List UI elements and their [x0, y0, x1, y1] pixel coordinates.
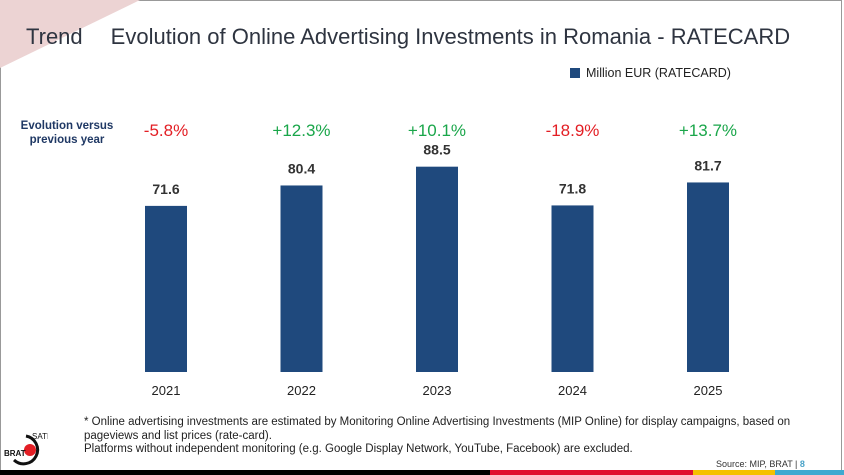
source: Source: MIP, BRAT | 8 [716, 459, 805, 469]
page-number: 8 [799, 459, 805, 469]
x-tick-label: 2024 [558, 383, 587, 398]
x-tick-label: 2021 [152, 383, 181, 398]
legend-swatch [570, 68, 580, 78]
data-label: 71.6 [152, 181, 179, 197]
bar-2023 [416, 166, 458, 372]
source-text: Source: MIP, BRAT [716, 459, 793, 469]
footer-stripe-yellow [693, 470, 775, 475]
sati-brat-logo: SATI BRAT [4, 432, 49, 473]
legend-label: Million EUR (RATECARD) [586, 66, 731, 80]
svg-text:BRAT: BRAT [4, 449, 26, 458]
x-tick-label: 2022 [287, 383, 316, 398]
evolution-value: -18.9% [546, 121, 600, 140]
x-tick-label: 2023 [423, 383, 452, 398]
footnote-line: * Online advertising investments are est… [84, 416, 791, 442]
footnote: * Online advertising investments are est… [84, 416, 804, 457]
bar-2024 [551, 205, 594, 372]
evolution-value: -5.8% [144, 121, 188, 140]
data-label: 80.4 [288, 160, 315, 176]
chart-title: Evolution of Online Advertising Investme… [110, 24, 791, 49]
data-label: 81.7 [694, 157, 721, 173]
x-tick-label: 2025 [694, 383, 723, 398]
svg-text:SATI: SATI [32, 432, 48, 441]
bar-2025 [687, 182, 729, 372]
data-label: 71.8 [559, 180, 586, 196]
data-label: 88.5 [423, 142, 450, 158]
bar-2022 [280, 185, 323, 372]
evolution-value: +10.1% [408, 121, 466, 140]
footnote-line: Platforms without independent monitoring… [84, 443, 633, 455]
legend: Million EUR (RATECARD) [570, 66, 731, 80]
page-title: Trend Evolution of Online Advertising Inv… [26, 24, 790, 50]
footer-stripe-red [490, 470, 693, 475]
evolution-label: Evolution versus previous year [20, 120, 114, 146]
evolution-value: +13.7% [679, 121, 737, 140]
footer-stripe-black [0, 470, 490, 475]
footer-stripe-teal [775, 470, 844, 475]
section-label: Trend [26, 24, 83, 49]
bar-2021 [145, 205, 187, 372]
corner-decoration [0, 0, 24, 64]
evolution-value: +12.3% [272, 121, 330, 140]
